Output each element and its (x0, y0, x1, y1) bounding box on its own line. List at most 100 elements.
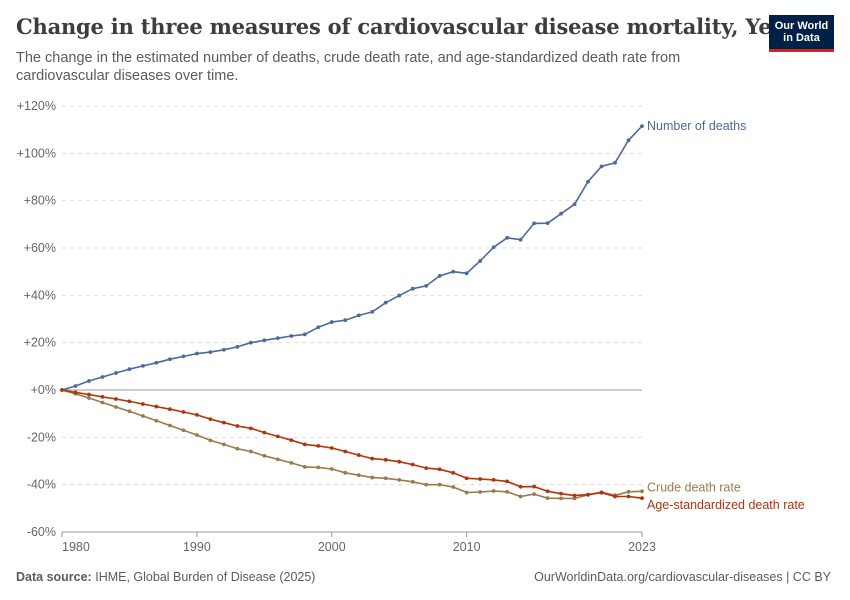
y-tick-label: +0% (31, 383, 56, 397)
y-tick-label: +80% (24, 194, 56, 208)
series-point (532, 484, 536, 489)
series-point (343, 449, 348, 454)
series-point (491, 245, 496, 250)
series-point (383, 457, 388, 462)
logo-accent-bar (769, 49, 834, 52)
series-point (437, 482, 442, 487)
series-point (73, 384, 78, 388)
series-point (464, 271, 469, 276)
series-point (451, 269, 456, 274)
series-point (114, 405, 118, 409)
series-point (370, 456, 375, 461)
series-point (626, 494, 631, 499)
series-point (194, 433, 199, 437)
series-point (221, 420, 226, 425)
series-point (599, 164, 604, 169)
series-point (235, 424, 240, 428)
series-point (626, 138, 631, 143)
x-tick-label: 2010 (453, 540, 481, 554)
y-tick-label: +20% (24, 336, 56, 350)
series-point (599, 490, 604, 495)
series-point (356, 453, 361, 457)
owid-logo[interactable]: Our World in Data (769, 15, 834, 52)
x-tick-label: 1990 (183, 540, 211, 554)
series-point (545, 221, 550, 226)
y-tick-label: +40% (24, 288, 56, 302)
series-point (559, 211, 563, 216)
series-point (343, 318, 348, 323)
y-tick-label: -20% (27, 430, 56, 444)
data-source-label: Data source: (16, 570, 92, 584)
series-point (127, 367, 132, 372)
series-point (464, 476, 469, 481)
series-point (518, 484, 523, 489)
series-point (572, 496, 577, 501)
series-point (316, 465, 321, 470)
logo-line-1: Our World (774, 20, 829, 32)
series-point (397, 293, 402, 298)
y-tick-label: -40% (27, 478, 56, 492)
series-point (275, 434, 280, 439)
series-point (464, 490, 469, 495)
series-point (491, 489, 496, 493)
series-point (505, 489, 510, 494)
series-point (410, 462, 415, 467)
series-point (316, 443, 321, 448)
series-point (87, 392, 91, 397)
series-point (275, 336, 280, 341)
series-point (559, 496, 563, 501)
series-point (397, 478, 402, 482)
series-point (640, 489, 644, 494)
series-point (410, 479, 415, 484)
series-point (410, 286, 415, 291)
series-point (221, 442, 226, 447)
series-point (302, 332, 307, 337)
series-label: Crude death rate (647, 480, 741, 494)
series-point (383, 300, 388, 305)
series-point (572, 202, 577, 207)
x-tick-label: 2023 (628, 540, 656, 554)
series-point (208, 350, 213, 355)
series-point (100, 394, 105, 399)
series-point (518, 237, 523, 242)
source-url-license[interactable]: OurWorldinData.org/cardiovascular-diseas… (534, 570, 831, 584)
series-point (181, 410, 186, 414)
series-point (329, 446, 334, 450)
series-point (572, 493, 577, 498)
y-tick-label: -60% (27, 525, 56, 539)
series-point (545, 496, 550, 501)
series-point (437, 467, 442, 472)
series-point (329, 320, 334, 324)
x-tick-label: 2000 (318, 540, 346, 554)
series-point (154, 360, 159, 365)
series-point (437, 274, 442, 278)
chart-subtitle: The change in the estimated number of de… (16, 50, 681, 84)
series-point (343, 470, 348, 475)
series-point (383, 476, 388, 481)
logo-line-2: in Data (783, 32, 820, 44)
series-point (221, 347, 226, 352)
series-point (141, 402, 145, 406)
series-point (316, 325, 321, 330)
series-point (262, 338, 267, 343)
series-point (262, 430, 267, 435)
series-point (424, 482, 429, 487)
series-point (114, 397, 118, 401)
series-point (181, 354, 186, 359)
series-point (275, 457, 280, 462)
series-point (397, 459, 402, 464)
series-point (60, 388, 64, 392)
series-point (532, 221, 536, 226)
series-point (73, 390, 78, 395)
series-point (289, 438, 294, 443)
series-point (262, 453, 267, 458)
series-point (181, 428, 186, 433)
series-point (100, 375, 105, 379)
series-point (289, 460, 294, 465)
series-point (491, 478, 496, 482)
series-point (329, 467, 334, 471)
series-point (424, 283, 429, 288)
y-tick-label: +120% (17, 99, 56, 113)
series-point (505, 479, 510, 484)
series-point (586, 179, 590, 184)
